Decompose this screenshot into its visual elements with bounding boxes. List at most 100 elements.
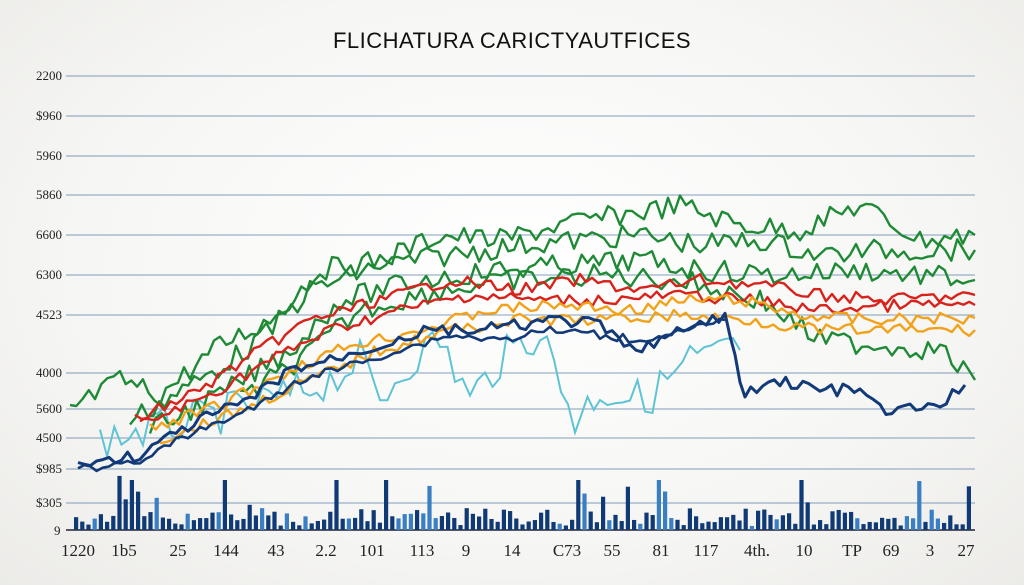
- navy-series-line: [77, 311, 967, 468]
- volume-bar: [892, 517, 897, 530]
- volume-bar: [421, 513, 426, 530]
- volume-bar: [762, 509, 767, 530]
- volume-bar: [873, 522, 878, 530]
- y-tick-label: 6600: [36, 227, 62, 242]
- volume-bar: [272, 511, 277, 530]
- series-lines: [69, 194, 977, 473]
- x-tick-label: 4th.: [744, 541, 770, 560]
- y-tick-label: 4000: [36, 365, 62, 380]
- chart-title: FLICHATURA CARICTYAUTFICES: [333, 28, 691, 53]
- volume-bar: [861, 524, 866, 530]
- volume-bar: [408, 513, 413, 530]
- volume-bar: [576, 480, 581, 530]
- x-tick-label: 55: [604, 541, 621, 560]
- volume-bar: [396, 518, 401, 530]
- volume-bar: [297, 525, 302, 530]
- volume-bar: [780, 515, 785, 530]
- volume-bar: [439, 516, 444, 530]
- volume-bar: [563, 525, 568, 530]
- volume-bar: [904, 516, 909, 530]
- x-tick-label: 69: [883, 541, 900, 560]
- x-axis-ticks: 1220 1b5 25 144 43 2.2 101 113 9 14 C73 55 81 117 4th.…: [61, 541, 975, 560]
- volume-bar: [911, 518, 916, 530]
- green-series-line: [69, 194, 976, 408]
- volume-bar: [334, 480, 339, 530]
- volume-bar: [638, 523, 643, 530]
- volume-bar: [675, 519, 680, 530]
- volume-bar: [123, 499, 128, 530]
- volume-bar: [756, 510, 761, 530]
- navy-series-line: [77, 317, 726, 473]
- red-series-line: [139, 289, 976, 423]
- volume-bar: [136, 491, 141, 530]
- volume-bar: [898, 525, 903, 530]
- volume-bar: [74, 517, 79, 530]
- volume-bar: [322, 519, 327, 530]
- volume-bar: [80, 521, 85, 530]
- volume-bar: [613, 514, 618, 530]
- volume-bar: [415, 510, 420, 530]
- volume-bar: [235, 520, 240, 530]
- volume-bar: [185, 513, 190, 530]
- volume-bar: [954, 524, 959, 530]
- volume-bar: [545, 509, 550, 530]
- volume-bar: [725, 517, 730, 530]
- y-tick-label: 6300: [36, 267, 62, 282]
- volume-bar: [495, 521, 500, 530]
- y-tick-label: $305: [36, 495, 62, 510]
- volume-bar: [173, 523, 178, 530]
- volume-bar: [365, 521, 370, 530]
- volume-bar: [309, 523, 314, 530]
- volume-bar: [570, 519, 575, 530]
- volume-bar: [694, 516, 699, 530]
- volume-bar: [105, 521, 110, 530]
- x-tick-label: 144: [213, 541, 239, 560]
- volume-bar: [805, 502, 810, 530]
- volume-bar: [712, 522, 717, 530]
- volume-bar: [470, 513, 475, 530]
- volume-bar: [625, 486, 630, 530]
- volume-bar: [204, 518, 209, 530]
- y-tick-label: 4500: [36, 430, 62, 445]
- volume-bar: [886, 518, 891, 530]
- volume-bar: [179, 524, 184, 530]
- x-tick-label: 81: [653, 541, 670, 560]
- volume-bar: [359, 509, 364, 530]
- volume-bar: [458, 525, 463, 530]
- volume-bar: [328, 511, 333, 530]
- volume-bar: [601, 496, 606, 530]
- volume-bar: [867, 521, 872, 530]
- volume-bar: [948, 515, 953, 530]
- volume-bar: [619, 521, 624, 530]
- red-series-line: [134, 272, 976, 421]
- volume-bar: [514, 518, 519, 530]
- volume-bar: [607, 520, 612, 530]
- volume-bar: [632, 519, 637, 530]
- volume-bar: [508, 511, 513, 530]
- y-tick-label: 5960: [36, 148, 62, 163]
- volume-bar: [799, 480, 804, 530]
- x-tick-label: 1220: [61, 541, 95, 560]
- volume-bar: [929, 509, 934, 530]
- x-tick-label: 3: [926, 541, 935, 560]
- volume-bar: [148, 512, 153, 530]
- x-tick-label: 10: [796, 541, 813, 560]
- volume-bar: [384, 480, 389, 530]
- y-tick-label: 5600: [36, 401, 62, 416]
- volume-bar: [582, 493, 587, 530]
- volume-bar: [551, 521, 556, 530]
- volume-bar: [966, 486, 971, 530]
- volume-bar: [154, 497, 159, 530]
- volume-bar: [960, 524, 965, 530]
- volume-bar: [749, 525, 754, 530]
- x-tick-label: 9: [462, 541, 471, 560]
- volume-bar: [160, 517, 165, 530]
- volume-bar: [539, 512, 544, 530]
- volume-bar: [942, 522, 947, 530]
- volume-bar: [464, 508, 469, 530]
- volume-bar: [117, 475, 122, 530]
- volume-bar: [818, 520, 823, 530]
- volume-bar: [681, 525, 686, 530]
- volume-bar: [353, 517, 358, 530]
